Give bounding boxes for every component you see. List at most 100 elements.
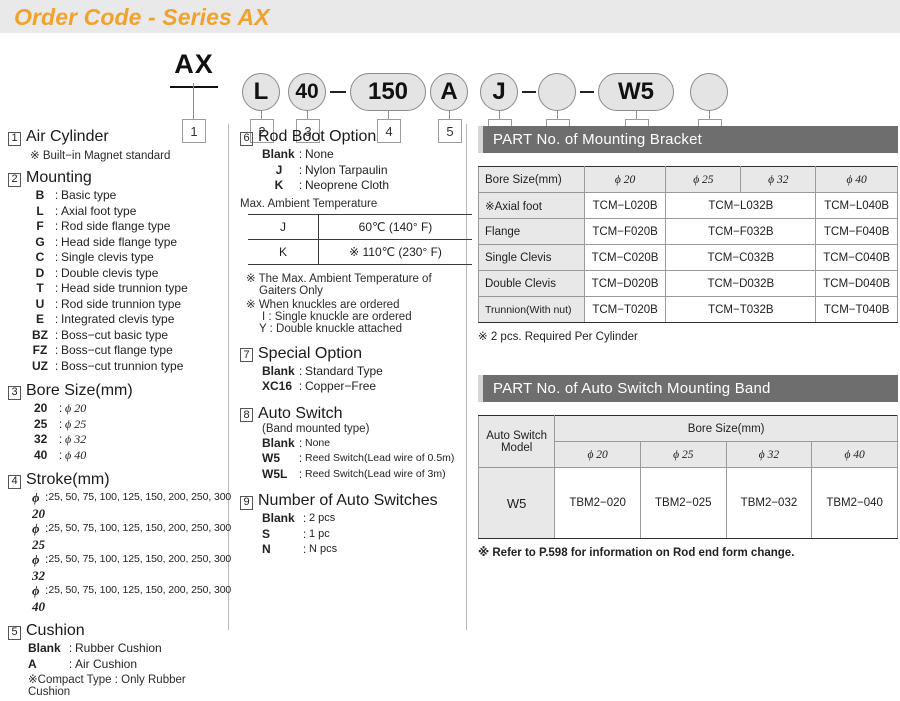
rod-boot-note-5: Y : Double knuckle attached bbox=[259, 322, 402, 335]
order-separator-dash-3 bbox=[580, 91, 594, 93]
section-number-8: 8 bbox=[240, 408, 253, 422]
temp-row-value: ※ 110℃ (230° F) bbox=[318, 238, 472, 265]
order-token-1: AX bbox=[168, 45, 220, 88]
option-colon: : bbox=[298, 451, 303, 465]
option-row: Blank: None bbox=[262, 147, 462, 163]
order-separator-dash-1 bbox=[330, 91, 346, 93]
option-colon: : bbox=[54, 312, 59, 326]
section-number-5: 5 bbox=[8, 625, 21, 640]
option-row: 25: ϕ 25 bbox=[28, 417, 222, 433]
option-value: Nylon Tarpaulin bbox=[305, 162, 388, 177]
column-divider-right bbox=[466, 124, 467, 630]
order-token-2-text: L bbox=[253, 78, 269, 105]
ambient-temperature-table: J 60℃ (140° F) K ※ 110℃ (230° F) bbox=[248, 213, 472, 265]
table-row: Trunnion(With nut) TCM−T020B TCM−T032B T… bbox=[478, 296, 898, 323]
order-index-1: 1 bbox=[182, 119, 206, 143]
section-title-bore-size: Bore Size(mm) bbox=[26, 382, 133, 399]
option-colon: : bbox=[298, 363, 303, 378]
option-value: Single clevis type bbox=[61, 250, 154, 264]
option-colon: : bbox=[298, 379, 303, 393]
header-bore-size: Bore Size(mm) bbox=[478, 166, 585, 193]
option-value: None bbox=[305, 147, 334, 161]
option-value: ϕ 40 bbox=[65, 447, 87, 462]
order-index-2: 2 bbox=[250, 119, 274, 143]
order-token-1-underline bbox=[170, 86, 218, 88]
option-key: UZ bbox=[32, 358, 48, 373]
rod-boot-note-2: Gaiters Only bbox=[259, 284, 323, 297]
row-label: Single Clevis bbox=[478, 244, 585, 271]
option-row: C: Single clevis type bbox=[28, 250, 222, 266]
option-colon: : bbox=[54, 265, 59, 280]
option-row: W5: Reed Switch(Lead wire of 0.5m) bbox=[262, 451, 462, 467]
option-row: Blank: Rubber Cushion bbox=[28, 641, 222, 657]
row-label: Flange bbox=[478, 218, 585, 245]
panel-title-mounting-bracket: PART No. of Mounting Bracket bbox=[493, 131, 703, 148]
cell-bore-20: TCM−C020B bbox=[583, 244, 667, 271]
cushion-note: ※Compact Type : Only Rubber Cushion bbox=[28, 674, 186, 698]
option-colon: : bbox=[54, 219, 59, 233]
order-token-1-text: AX bbox=[174, 48, 214, 79]
panel-accent-strip bbox=[478, 375, 483, 402]
option-row: ϕ 40:25, 50, 75, 100, 125, 150, 200, 250… bbox=[28, 583, 231, 614]
option-row: Blank:2 pcs bbox=[262, 511, 462, 527]
mounting-bracket-table: Bore Size(mm) ϕ 20 ϕ 25 ϕ 32 ϕ 40 ※Axial… bbox=[478, 166, 898, 323]
order-index-5: 5 bbox=[438, 119, 462, 143]
table-row: Flange TCM−F020B TCM−F032B TCM−F040B bbox=[478, 218, 898, 245]
option-value: Neoprene Cloth bbox=[305, 178, 390, 192]
option-value: 2 pcs bbox=[309, 512, 336, 524]
option-value: None bbox=[305, 436, 331, 449]
option-row: 40: ϕ 40 bbox=[28, 448, 222, 464]
rod-boot-options: Blank: None J: Nylon Tarpaulin K: Neoprene … bbox=[240, 147, 462, 194]
option-key: Blank bbox=[262, 435, 295, 450]
option-row: F: Rod side flange type bbox=[28, 219, 222, 235]
option-row: K: Neoprene Cloth bbox=[262, 178, 462, 194]
option-value: Boss−cut basic type bbox=[61, 327, 169, 342]
option-value: Rod side trunnion type bbox=[61, 296, 182, 311]
cell-bore-20: TCM−D020B bbox=[583, 270, 667, 297]
option-colon: : bbox=[58, 401, 63, 415]
section-number-1: 1 bbox=[8, 131, 21, 146]
option-value: 25, 50, 75, 100, 125, 150, 200, 250, 300 bbox=[48, 584, 232, 596]
section-stroke: 4 Stroke(mm) ϕ 20:25, 50, 75, 100, 125, … bbox=[8, 471, 231, 614]
section-number-6: 6 bbox=[240, 131, 253, 146]
ambient-temp-caption: Max. Ambient Temperature bbox=[240, 197, 378, 210]
section-title-cushion: Cushion bbox=[26, 622, 85, 639]
option-key: J bbox=[275, 162, 283, 177]
temp-row-key: J bbox=[248, 213, 319, 239]
mounting-options: B: Basic type L: Axial foot type F: Rod sid… bbox=[8, 188, 222, 374]
cell-bore-25-32: TCM−C032B bbox=[665, 244, 817, 271]
order-leader-2 bbox=[261, 111, 262, 121]
order-token-6-text: J bbox=[492, 78, 506, 105]
option-key: FZ bbox=[32, 343, 48, 357]
section-auto-switch: 8 Auto Switch (Band mounted type) Blank:… bbox=[240, 405, 462, 483]
order-leader-8 bbox=[636, 111, 637, 121]
cell-bore-40: TBM2−040 bbox=[811, 467, 898, 539]
option-colon: : bbox=[54, 188, 59, 202]
option-row: FZ: Boss−cut flange type bbox=[28, 343, 222, 359]
section-title-auto-switch: Auto Switch bbox=[258, 404, 343, 422]
option-value: Basic type bbox=[61, 188, 117, 202]
table-row: Single Clevis TCM−C020B TCM−C032B TCM−C0… bbox=[478, 244, 898, 271]
option-key: S bbox=[262, 526, 271, 541]
option-key: ϕ 25 bbox=[32, 521, 45, 552]
option-value: Head side flange type bbox=[61, 234, 178, 249]
option-colon: : bbox=[298, 435, 303, 450]
option-value: Standard Type bbox=[305, 363, 383, 378]
option-row: ϕ 32:25, 50, 75, 100, 125, 150, 200, 250… bbox=[28, 552, 231, 583]
cell-bore-25: TBM2−025 bbox=[639, 467, 727, 539]
number-of-switches-options: Blank:2 pcs S:1 pc N:N pcs bbox=[240, 511, 462, 558]
cell-bore-40: TCM−D040B bbox=[815, 270, 898, 297]
table-row: ※Axial foot TCM−L020B TCM−L032B TCM−L040… bbox=[478, 192, 898, 219]
option-key: 40 bbox=[34, 447, 48, 462]
option-value: Air Cushion bbox=[75, 656, 138, 671]
option-value: Boss−cut flange type bbox=[61, 343, 173, 357]
column-middle: 6 Rod Boot Option Blank: None J: Nylon Tar… bbox=[240, 128, 472, 561]
option-colon: : bbox=[54, 250, 59, 264]
column-divider-left bbox=[228, 124, 229, 630]
air-cylinder-note: ※ Built−in Magnet standard bbox=[30, 150, 171, 162]
cell-bore-25-32: TCM−T032B bbox=[665, 296, 817, 323]
rod-boot-note-3: ※ When knuckles are ordered bbox=[246, 298, 400, 311]
option-row: E: Integrated clevis type bbox=[28, 312, 222, 328]
corner-line-1: Auto Switch bbox=[486, 429, 547, 442]
